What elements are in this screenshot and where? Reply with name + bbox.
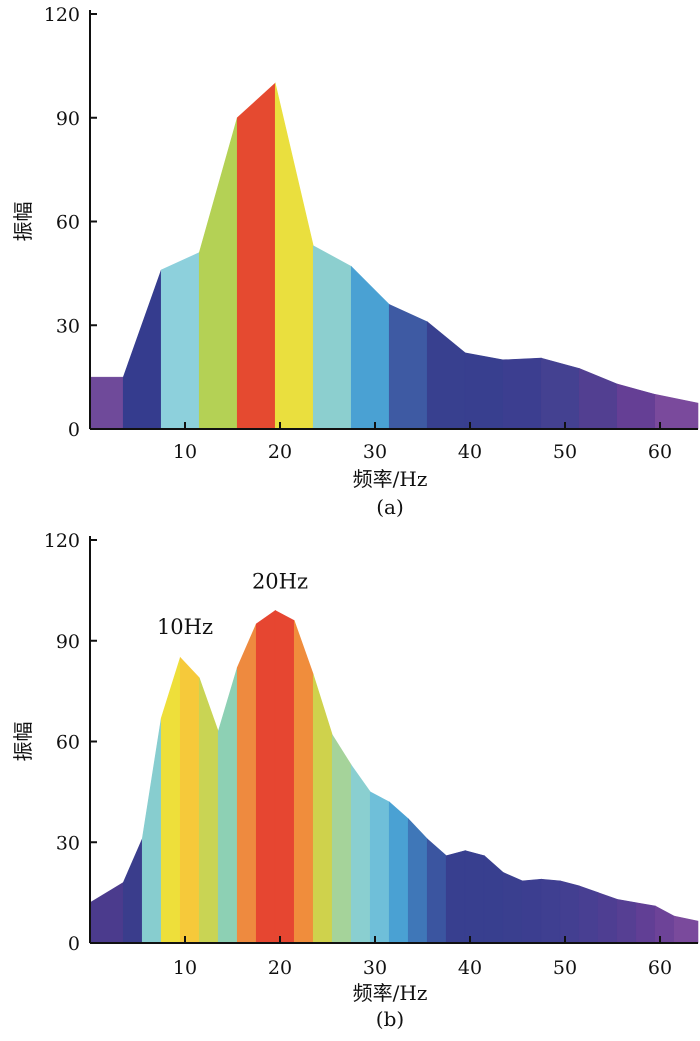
x-tick-label: 60 bbox=[648, 957, 672, 979]
x-tick-label: 20 bbox=[268, 441, 292, 463]
spectrum-band bbox=[388, 801, 409, 944]
chart-a-spectrum: 0 30 60 90 120 10 20 30 40 50 60 频率/Hz (a) 振幅 bbox=[11, 4, 699, 519]
x-tick-label: 50 bbox=[553, 441, 577, 463]
spectrum-band bbox=[673, 915, 699, 944]
x-axis-label: 频率/Hz bbox=[353, 981, 428, 1005]
spectrum-band bbox=[540, 357, 580, 430]
y-tick-label: 30 bbox=[56, 832, 80, 854]
panel-caption: (a) bbox=[376, 495, 404, 519]
spectrum-band bbox=[350, 764, 371, 944]
panel-caption: (b) bbox=[376, 1007, 404, 1031]
spectrum-band bbox=[407, 817, 428, 944]
spectrum-band bbox=[464, 352, 504, 430]
spectrum-band bbox=[217, 667, 238, 944]
x-axis-label: 频率/Hz bbox=[353, 467, 428, 491]
y-tick-label: 30 bbox=[56, 315, 80, 337]
y-tick-label: 90 bbox=[56, 631, 80, 653]
spectrum-band bbox=[89, 376, 124, 430]
x-tick-label: 40 bbox=[458, 957, 482, 979]
y-axis-label: 振幅 bbox=[11, 722, 35, 762]
y-tick-label: 60 bbox=[56, 732, 80, 754]
spectrum-band bbox=[122, 269, 162, 430]
x-tick-label: 30 bbox=[363, 441, 387, 463]
y-tick-label: 120 bbox=[44, 4, 80, 26]
peak-annotation: 10Hz bbox=[157, 615, 213, 639]
spectrum-band bbox=[502, 872, 523, 944]
spectrum-band bbox=[198, 117, 238, 430]
chart-b-spectrum: 0 30 60 90 120 10 20 30 40 50 60 频率/Hz(b) 振幅 10Hz 20Hz bbox=[11, 530, 699, 1031]
x-tick-label: 10 bbox=[173, 957, 197, 979]
spectrum-band bbox=[293, 620, 314, 944]
x-tick-label: 60 bbox=[648, 441, 672, 463]
y-tick-label: 0 bbox=[68, 419, 80, 441]
spectrum-band bbox=[635, 902, 656, 944]
y-tick-label: 120 bbox=[44, 530, 80, 552]
spectrum-band bbox=[559, 880, 580, 944]
spectrum-band bbox=[331, 733, 352, 944]
x-tick-label: 40 bbox=[458, 441, 482, 463]
spectrum-band bbox=[312, 245, 352, 430]
spectrum-band bbox=[122, 838, 143, 944]
x-tick-label: 30 bbox=[363, 957, 387, 979]
spectrum-band bbox=[160, 657, 181, 944]
peak-annotation: 20Hz bbox=[252, 570, 308, 594]
spectrum-band bbox=[255, 609, 276, 944]
spectrum-band bbox=[654, 394, 699, 430]
spectrum-band bbox=[369, 791, 390, 944]
spectrum-band bbox=[464, 850, 485, 944]
spectrum-band bbox=[616, 898, 637, 944]
spectrum-band bbox=[521, 878, 542, 944]
spectrum-band bbox=[198, 677, 219, 944]
spectrum-band bbox=[578, 368, 618, 430]
x-tick-label: 10 bbox=[173, 441, 197, 463]
spectrum-band bbox=[426, 321, 466, 430]
spectrum-band bbox=[483, 855, 504, 944]
spectrum-band bbox=[160, 252, 200, 430]
spectrum-band bbox=[388, 304, 428, 430]
x-tick-label: 20 bbox=[268, 957, 292, 979]
spectrum-band bbox=[426, 838, 447, 944]
spectrum-band bbox=[312, 674, 333, 944]
spectrum-band bbox=[350, 265, 390, 430]
spectrum-band bbox=[654, 905, 675, 944]
spectrum-band bbox=[578, 885, 599, 944]
spectrum-band bbox=[236, 623, 257, 944]
spectrum-band bbox=[597, 892, 618, 944]
spectrum-band bbox=[616, 383, 656, 430]
y-tick-label: 60 bbox=[56, 212, 80, 234]
spectrum-band bbox=[502, 357, 542, 430]
spectrum-band bbox=[179, 656, 200, 944]
spectrum-band bbox=[89, 882, 124, 944]
spectrum-band bbox=[236, 82, 276, 430]
x-tick-label: 50 bbox=[553, 957, 577, 979]
y-axis-label: 振幅 bbox=[11, 202, 35, 242]
spectrum-band bbox=[141, 717, 162, 944]
spectrum-band bbox=[540, 878, 561, 944]
spectrum-band bbox=[274, 83, 314, 430]
spectrum-band bbox=[274, 610, 295, 944]
y-tick-label: 90 bbox=[56, 108, 80, 130]
y-tick-label: 0 bbox=[68, 933, 80, 955]
spectrum-band bbox=[445, 850, 466, 944]
